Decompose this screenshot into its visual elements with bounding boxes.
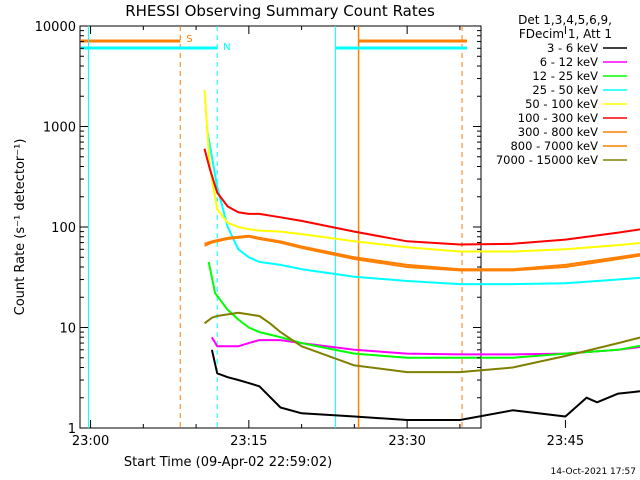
series-line-1 [210,349,640,421]
legend-label: 6 - 12 keV [540,55,598,69]
legend-label: 300 - 800 keV [518,125,598,139]
series-line-3 [207,261,640,359]
flag-n-label: N [223,42,230,53]
flag-s-label: S [186,34,192,45]
tick-layer: 23:0023:1523:3023:4500:0000:1500:3011010… [35,20,585,449]
y-axis-label: Count Rate (s⁻¹ detector⁻¹) [13,139,28,316]
plot-frame [79,25,482,429]
y-tick-label: 100 [51,221,76,236]
y-tick-label: 1 [68,422,76,437]
x-tick-label: 23:00 [72,434,109,449]
x-tick-label: 23:45 [547,434,584,449]
x-tick-label: 23:15 [230,434,267,449]
series-line-4 [205,126,640,286]
legend: Det 1,3,4,5,6,9, FDecim 1, Att 1 3 - 6 k… [496,13,627,167]
series-line-9 [203,311,640,374]
x-tick-label: 23:30 [388,434,425,449]
y-tick-label: 10 [59,322,76,337]
flag-layer: SN [81,26,467,428]
legend-header-line-1: Det 1,3,4,5,6,9, [518,13,612,27]
legend-label: 100 - 300 keV [518,111,598,125]
footer-timestamp: 14-Oct-2021 17:57 [551,467,636,477]
legend-label: 800 - 7000 keV [510,139,598,153]
legend-header-line-2: FDecim 1, Att 1 [519,27,612,41]
series-line-8 [204,234,640,271]
series-layer [203,90,640,421]
legend-label: 50 - 100 keV [525,97,598,111]
series-line-2 [211,336,640,356]
y-tick-label: 10000 [35,20,76,35]
legend-label: 25 - 50 keV [532,83,598,97]
series-line-6 [203,148,640,246]
y-tick-label: 1000 [43,121,76,136]
series-line-7 [204,235,640,272]
plot-area: SN 23:0023:1523:3023:4500:0000:1500:3011… [35,20,640,449]
series-line-5 [203,90,640,253]
x-axis-label: Start Time (09-Apr-02 22:59:02) [124,455,332,470]
legend-label: 12 - 25 keV [532,69,598,83]
legend-label: 7000 - 15000 keV [496,153,598,167]
chart-title: RHESSI Observing Summary Count Rates [125,2,435,20]
legend-label: 3 - 6 keV [547,41,598,55]
